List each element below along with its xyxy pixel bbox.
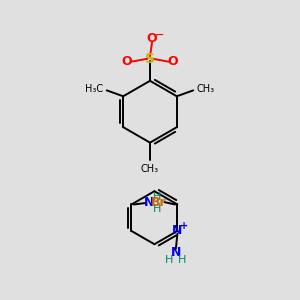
Text: N: N: [144, 196, 154, 209]
Text: H: H: [178, 254, 187, 265]
Text: CH₃: CH₃: [197, 84, 215, 94]
Text: +: +: [180, 221, 188, 231]
Text: O: O: [122, 55, 132, 68]
Text: O: O: [168, 55, 178, 68]
Text: O: O: [146, 32, 157, 45]
Text: −: −: [155, 30, 164, 40]
Text: H: H: [153, 205, 162, 214]
Text: CH₃: CH₃: [141, 164, 159, 174]
Text: H: H: [165, 254, 174, 265]
Text: N: N: [172, 224, 183, 238]
Text: Br: Br: [151, 196, 167, 208]
Text: H₃C: H₃C: [85, 84, 103, 94]
Text: S: S: [145, 52, 155, 66]
Text: N: N: [171, 246, 181, 259]
Text: H: H: [153, 191, 162, 202]
